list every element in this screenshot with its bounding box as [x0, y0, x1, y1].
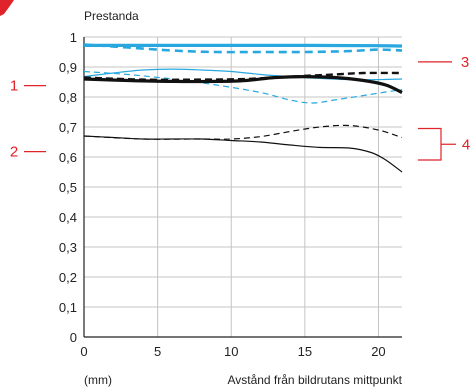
y-tick-label: 0,2 — [59, 270, 77, 285]
x-axis-label: Avstånd från bildrutans mittpunkt — [227, 373, 402, 387]
callout-label: 1 — [10, 78, 18, 95]
x-tick-label: 5 — [154, 344, 161, 359]
y-tick-label: 1 — [70, 30, 77, 45]
y-tick-label: 0,6 — [59, 150, 77, 165]
series-line-black-thin-dashed — [83, 124, 403, 140]
y-tick-label: 0,5 — [59, 180, 77, 195]
x-tick-label: 0 — [80, 344, 87, 359]
y-tick-label: 0,9 — [59, 60, 77, 75]
y-tick-label: 0,7 — [59, 120, 77, 135]
series-line-blue-thin-dashed — [83, 70, 403, 104]
x-tick-label: 20 — [371, 344, 385, 359]
callouts: 1 2 3 4 — [10, 54, 470, 161]
x-tick-label: 10 — [224, 344, 238, 359]
corner-mark — [0, 0, 14, 16]
tick-labels: 00,10,20,30,40,50,60,70,80,910 5 10 15 20 — [59, 30, 386, 359]
callout-label: 2 — [10, 144, 18, 161]
y-tick-label: 0,4 — [59, 210, 77, 225]
y-tick-label: 0,8 — [59, 90, 77, 105]
x-axis-unit: (mm) — [84, 373, 112, 387]
callout-label: 3 — [461, 54, 469, 71]
series-line-black-thin-solid — [83, 135, 403, 173]
series-line-blue-thick-dashed — [83, 43, 403, 54]
y-tick-label: 0 — [70, 330, 77, 345]
series-line-blue-thick-solid — [84, 43, 403, 48]
y-tick-label: 0,3 — [59, 240, 77, 255]
axes — [83, 37, 402, 338]
y-tick-label: 0,1 — [59, 300, 77, 315]
y-axis-label: Prestanda — [84, 9, 139, 23]
callout-bracket — [418, 127, 442, 161]
series-line-black-thick-dashed — [83, 71, 403, 82]
x-tick-label: 15 — [298, 344, 312, 359]
callout-label: 4 — [462, 136, 470, 153]
series-group — [83, 43, 403, 173]
